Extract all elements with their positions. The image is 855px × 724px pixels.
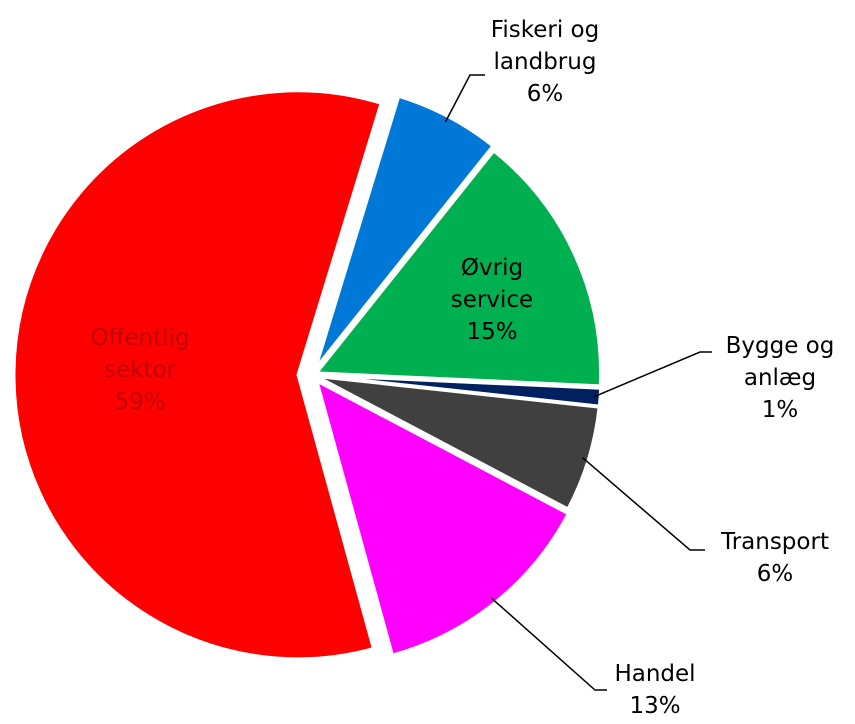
slice-name: Transport: [721, 529, 829, 555]
slice-name: Handel: [614, 661, 696, 687]
slice-label: Øvrig service 15%: [417, 252, 567, 348]
pie-slice: [313, 148, 603, 388]
slice-name: Bygge og anlæg: [725, 333, 835, 391]
slice-label: Bygge og anlæg 1%: [705, 330, 855, 426]
pie-slice: [12, 89, 383, 661]
slice-label: Handel 13%: [580, 658, 730, 722]
pie-slice: [314, 378, 571, 657]
slice-name: Offentlig sektor: [90, 325, 190, 383]
slice-name: Fiskeri og landbrug: [490, 17, 600, 75]
slice-label: Transport 6%: [700, 526, 850, 590]
pie-slice: [316, 374, 601, 511]
leader-line: [593, 351, 712, 398]
slice-value: 1%: [761, 397, 799, 423]
slice-value: 15%: [466, 319, 518, 345]
leader-line: [490, 597, 607, 691]
slice-label: Offentlig sektor 59%: [65, 322, 215, 418]
leader-line: [444, 74, 485, 123]
slice-label: Fiskeri og landbrug 6%: [470, 14, 620, 110]
slice-value: 13%: [629, 693, 681, 719]
slice-value: 6%: [756, 561, 794, 587]
slice-value: 59%: [114, 389, 166, 415]
slice-name: Øvrig service: [450, 255, 534, 313]
leader-line: [582, 457, 705, 551]
slice-value: 6%: [526, 81, 564, 107]
